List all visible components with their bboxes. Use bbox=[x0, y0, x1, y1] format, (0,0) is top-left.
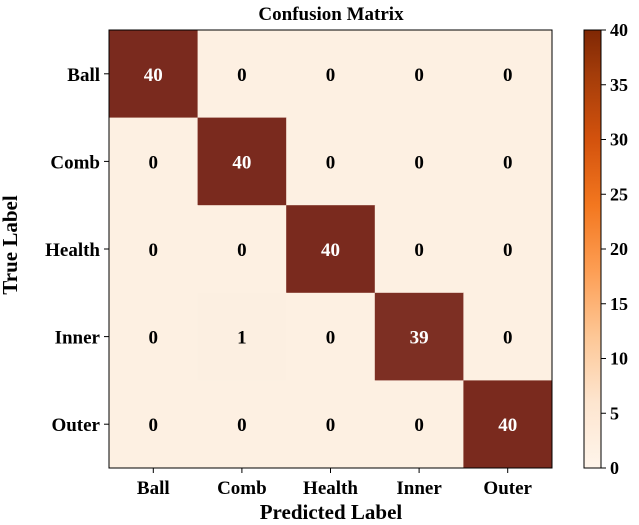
x-tick-label: Health bbox=[303, 478, 358, 499]
cell-value-label: 0 bbox=[414, 65, 424, 86]
cell-value-label: 0 bbox=[149, 415, 159, 436]
colorbar bbox=[583, 29, 602, 469]
y-axis-ticks: Ball Comb Health Inner Outer bbox=[45, 65, 109, 436]
y-axis-label: True Label bbox=[0, 195, 22, 295]
cell-value-label: 40 bbox=[321, 240, 340, 261]
cell-value-label: 39 bbox=[410, 328, 429, 349]
heatmap-cell-4-1 bbox=[197, 380, 287, 469]
y-tick-label: Health bbox=[45, 240, 100, 261]
y-tick-label: Inner bbox=[55, 328, 101, 349]
heatmap-cell-2-1 bbox=[197, 205, 287, 294]
cell-value-label: 0 bbox=[326, 328, 336, 349]
x-tick-label: Comb bbox=[217, 478, 267, 499]
heatmap-cell-1-4 bbox=[463, 117, 553, 206]
colorbar-tick-label: 0 bbox=[610, 458, 619, 478]
colorbar-tick-label: 5 bbox=[610, 403, 619, 423]
heatmap-cell-labels: 40 0 0 0 0 0 40 0 0 0 0 0 40 0 0 0 1 0 39 0 0 0 0 0 40 bbox=[144, 65, 517, 436]
heatmap-cell-0-2 bbox=[286, 30, 376, 119]
heatmap-cell-0-3 bbox=[374, 30, 464, 119]
colorbar-tick-label: 30 bbox=[610, 130, 628, 150]
cell-value-label: 0 bbox=[503, 65, 513, 86]
heatmap-cell-0-1 bbox=[197, 30, 287, 119]
cell-value-label: 1 bbox=[237, 328, 247, 349]
colorbar-tick-label: 15 bbox=[610, 294, 628, 314]
heatmap-cell-1-1 bbox=[197, 117, 287, 206]
heatmap-cell-3-0 bbox=[109, 292, 199, 381]
cell-value-label: 0 bbox=[414, 240, 424, 261]
cell-value-label: 0 bbox=[326, 152, 336, 173]
x-axis-label: Predicted Label bbox=[260, 500, 403, 524]
heatmap-cell-4-0 bbox=[109, 380, 199, 469]
colorbar-tick-label: 25 bbox=[610, 184, 628, 204]
cell-value-label: 0 bbox=[503, 328, 513, 349]
heatmap-cell-4-4 bbox=[463, 380, 553, 469]
cell-value-label: 0 bbox=[503, 152, 513, 173]
x-axis-ticks: Ball Comb Health Inner Outer bbox=[137, 468, 533, 499]
colorbar-tick-label: 20 bbox=[610, 239, 628, 259]
cell-value-label: 0 bbox=[326, 415, 336, 436]
cell-value-label: 40 bbox=[232, 152, 251, 173]
heatmap-cell-3-3 bbox=[374, 292, 464, 381]
cell-value-label: 0 bbox=[414, 152, 424, 173]
heatmap-cell-3-1 bbox=[197, 292, 287, 381]
colorbar-tick-label: 35 bbox=[610, 75, 628, 95]
heatmap-cell-0-4 bbox=[463, 30, 553, 119]
cell-value-label: 0 bbox=[503, 240, 513, 261]
chart-title: Confusion Matrix bbox=[258, 4, 404, 25]
y-tick-label: Outer bbox=[51, 415, 100, 436]
heatmap-cell-3-2 bbox=[286, 292, 376, 381]
heatmap-cell-2-3 bbox=[374, 205, 464, 294]
heatmap-cell-3-4 bbox=[463, 292, 553, 381]
heatmap-cell-1-3 bbox=[374, 117, 464, 206]
cell-value-label: 40 bbox=[498, 415, 517, 436]
y-tick-label: Ball bbox=[67, 65, 100, 86]
cell-value-label: 0 bbox=[326, 65, 336, 86]
cell-value-label: 0 bbox=[414, 415, 424, 436]
colorbar-ticks: 0 5 10 15 20 25 30 35 40 bbox=[601, 20, 628, 478]
x-tick-label: Ball bbox=[137, 478, 170, 499]
heatmap-cell-4-2 bbox=[286, 380, 376, 469]
colorbar-tick-label: 40 bbox=[610, 20, 628, 40]
y-tick-label: Comb bbox=[50, 152, 100, 173]
cell-value-label: 0 bbox=[149, 152, 159, 173]
heatmap-cell-2-4 bbox=[463, 205, 553, 294]
x-tick-label: Inner bbox=[396, 478, 442, 499]
x-tick-label: Outer bbox=[483, 478, 532, 499]
cell-value-label: 0 bbox=[149, 328, 159, 349]
colorbar-tick-label: 10 bbox=[610, 349, 628, 369]
heatmap-cell-1-2 bbox=[286, 117, 376, 206]
heatmap-cell-4-3 bbox=[374, 380, 464, 469]
cell-value-label: 40 bbox=[144, 65, 163, 86]
cell-value-label: 0 bbox=[237, 240, 247, 261]
heatmap-cell-2-2 bbox=[286, 205, 376, 294]
heatmap-cell-1-0 bbox=[109, 117, 199, 206]
cell-value-label: 0 bbox=[237, 415, 247, 436]
heatmap-cell-2-0 bbox=[109, 205, 199, 294]
heatmap-cell-0-0 bbox=[109, 30, 199, 119]
heatmap-cells bbox=[108, 29, 553, 469]
cell-value-label: 0 bbox=[237, 65, 247, 86]
cell-value-label: 0 bbox=[149, 240, 159, 261]
